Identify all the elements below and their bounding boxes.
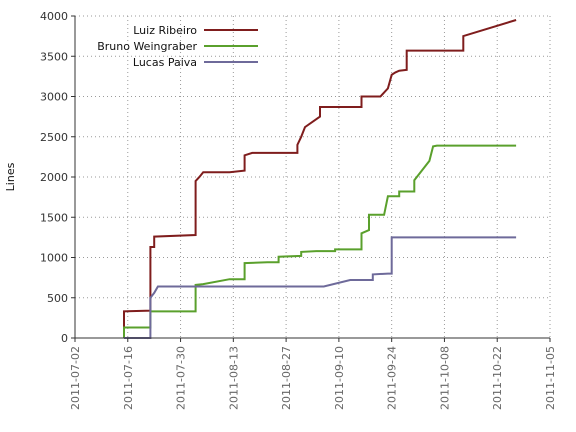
y-tick-label: 2000: [40, 171, 68, 184]
y-tick-label: 3000: [40, 91, 68, 104]
x-tick-label: 2011-08-13: [227, 346, 240, 410]
y-tick-label: 1000: [40, 252, 68, 265]
x-tick-label: 2011-08-27: [280, 346, 293, 410]
x-tick-label: 2011-09-24: [386, 346, 399, 410]
series-line-2: [123, 144, 517, 338]
y-tick-label: 500: [47, 292, 68, 305]
legend-label: Bruno Weingraber: [97, 40, 197, 53]
x-tick-label: 2011-07-30: [175, 346, 188, 410]
legend-label: Lucas Paiva: [133, 56, 197, 69]
legend-label: Luiz Ribeiro: [133, 24, 197, 37]
series-line-1: [123, 19, 517, 338]
x-tick-label: 2011-11-05: [544, 346, 557, 410]
grid-layer: [74, 15, 551, 339]
x-tick-label: 2011-10-08: [438, 346, 451, 410]
axis-layer: 0 500 1000 1500 2000 2500 3000 3500 4000 2011-07-…: [4, 10, 557, 410]
y-axis-title: Lines: [4, 162, 17, 191]
y-tick-label: 2500: [40, 131, 68, 144]
series-layer: [123, 19, 517, 339]
x-tick-label: 2011-07-02: [69, 346, 82, 410]
y-tick-label: 1500: [40, 211, 68, 224]
y-tick-label: 0: [61, 332, 68, 345]
x-tick-label: 2011-09-10: [333, 346, 346, 410]
y-tick-label: 3500: [40, 50, 68, 63]
series-line-3: [124, 236, 517, 339]
legend: Luiz Ribeiro Bruno Weingraber Lucas Paiva: [97, 24, 258, 69]
x-tick-label: 2011-10-22: [491, 346, 504, 410]
y-tick-label: 4000: [40, 10, 68, 23]
x-tick-label: 2011-07-16: [122, 346, 135, 410]
